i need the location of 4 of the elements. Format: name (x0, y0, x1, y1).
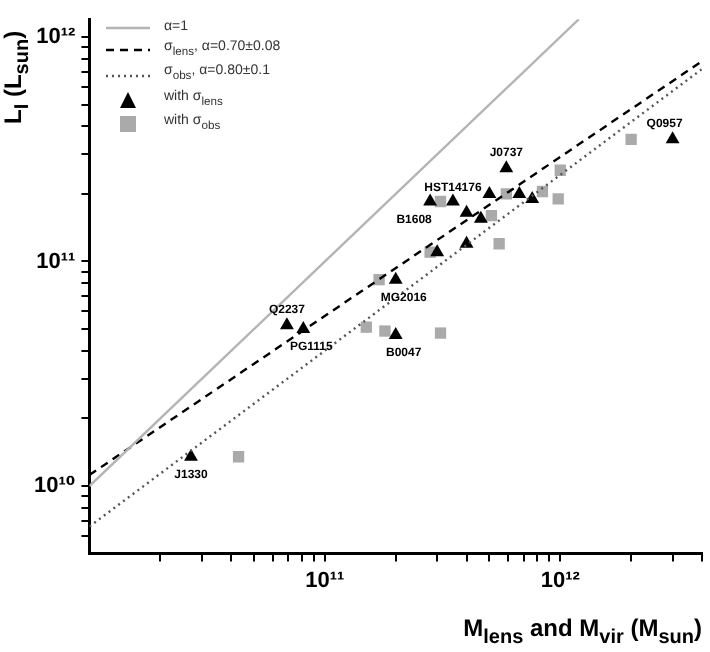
x-axis-title: M$_{lens}$ and M$_{vir}$ (M$_{sun}$) (463, 613, 702, 648)
y-tick-label: 10¹⁰ (34, 474, 76, 499)
y-tick-label: 10¹² (36, 25, 77, 50)
y-tick-label: 10¹¹ (36, 249, 77, 274)
